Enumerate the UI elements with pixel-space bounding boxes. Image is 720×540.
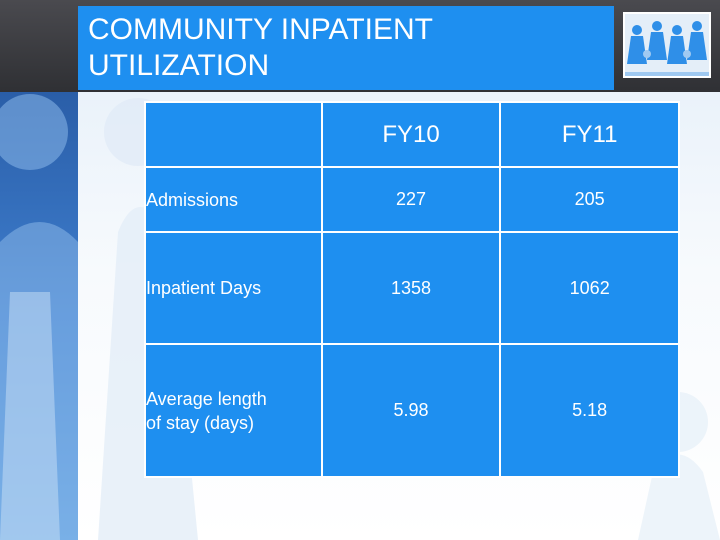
table-row: Inpatient Days 1358 1062 [144, 231, 680, 345]
cell-alos-fy11: 5.18 [499, 343, 680, 478]
utilization-table: FY10 FY11 Admissions 227 205 Inpatient D… [144, 101, 680, 478]
table-header-row: FY10 FY11 [144, 101, 680, 168]
page-title: COMMUNITY INPATIENT UTILIZATION [88, 13, 433, 82]
header-fy10: FY10 [320, 101, 502, 168]
cell-admissions-fy10: 227 [320, 166, 502, 233]
cell-inpatient-days-fy10: 1358 [320, 231, 502, 345]
row-label-average-length-of-stay: Average length of stay (days) [144, 343, 323, 478]
cell-inpatient-days-fy11: 1062 [499, 231, 680, 345]
table-row: Admissions 227 205 [144, 166, 680, 233]
cell-admissions-fy11: 205 [499, 166, 680, 233]
table-row: Average length of stay (days) 5.98 5.18 [144, 343, 680, 478]
row-label-admissions: Admissions [144, 166, 323, 233]
title-box: COMMUNITY INPATIENT UTILIZATION [78, 6, 614, 90]
cell-alos-fy10: 5.98 [320, 343, 502, 478]
logo [623, 12, 711, 78]
people-chain-icon [625, 14, 709, 76]
header-fy11: FY11 [499, 101, 680, 168]
row-label-inpatient-days: Inpatient Days [144, 231, 323, 345]
figure-silhouette-icon [0, 94, 78, 540]
header-blank-cell [144, 101, 323, 168]
left-decorative-panel [0, 92, 78, 540]
